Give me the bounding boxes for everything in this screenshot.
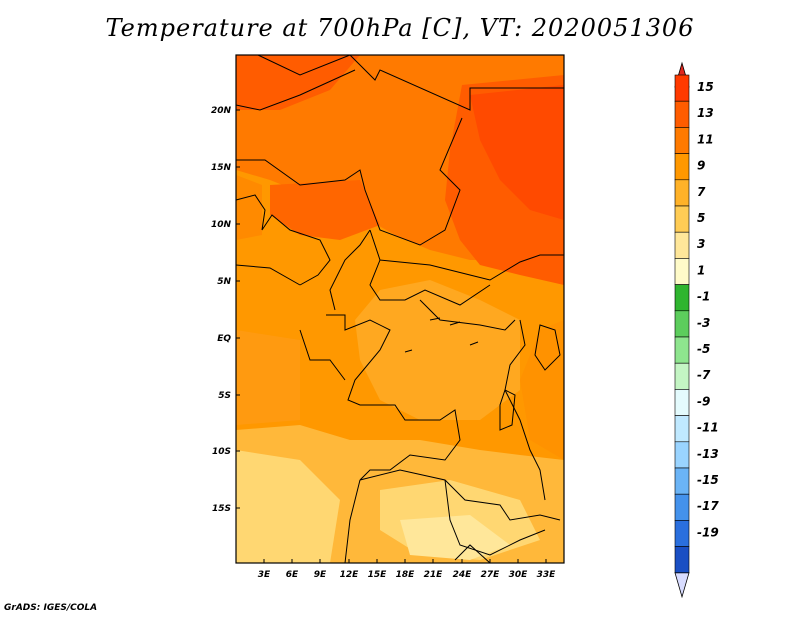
colorbar-segment xyxy=(674,546,690,574)
lon-tick-label: 27E xyxy=(481,570,501,580)
colorbar-label: 9 xyxy=(697,159,705,173)
central-region-9 xyxy=(355,280,520,420)
lon-tick-label: 21E xyxy=(424,570,444,580)
colorbar-segment xyxy=(674,310,690,338)
border-mali-algeria xyxy=(235,69,356,111)
border-car-drc xyxy=(369,259,491,306)
lon-tick-label: 15E xyxy=(368,570,388,580)
lon-tick-label: 33E xyxy=(537,570,557,580)
map-fill xyxy=(236,55,564,563)
lon-tick-label: 9E xyxy=(314,570,327,580)
lat-tick-label: 10N xyxy=(211,220,232,230)
border-car-sudan xyxy=(369,229,564,281)
lake-victoria xyxy=(534,324,561,371)
colorbar-segment xyxy=(674,153,690,181)
border-nigeria xyxy=(235,194,331,286)
lat-tick-label: 15N xyxy=(211,163,232,173)
south-region-3 xyxy=(400,515,510,560)
colorbar-segment xyxy=(674,231,690,259)
colorbar-label: -17 xyxy=(697,499,719,513)
colorbar-label: -13 xyxy=(697,447,719,461)
border-drc-north xyxy=(419,299,516,331)
border-gabon-congo-angola xyxy=(326,314,461,481)
colorbar-segment xyxy=(674,258,690,285)
colorbar-segment xyxy=(674,205,690,233)
colorbar-segment xyxy=(674,362,690,390)
lon-tick-label: 18E xyxy=(396,570,416,580)
rivers xyxy=(404,317,479,353)
colorbar-label: 7 xyxy=(697,185,706,199)
colorbar: 15 13 11 9 7 5 3 1 -1 -3 -5 -7 -9 -11 -13 -15 -17 -19 xyxy=(674,61,719,599)
lat-tick-label: 15S xyxy=(212,504,231,514)
colorbar-label: -1 xyxy=(697,290,710,304)
west-africa-band xyxy=(236,175,262,240)
colorbar-label: 11 xyxy=(697,132,714,146)
latitude-axis: 20N 15N 10N 5N EQ 5S 10S 15S xyxy=(211,106,240,514)
colorbar-label: 5 xyxy=(697,211,705,225)
border-east-lakes xyxy=(504,319,546,501)
lat-tick-label: 5N xyxy=(217,277,231,287)
hot-region-13-nw xyxy=(236,55,360,110)
credit-text: GrADS: IGES/COLA xyxy=(4,603,98,613)
colorbar-segment xyxy=(674,441,690,469)
colorbar-label: -5 xyxy=(697,342,710,356)
gulf-region xyxy=(236,330,300,425)
east-region xyxy=(520,320,564,460)
border-north-1 xyxy=(257,54,351,76)
hot-region-15-east xyxy=(470,85,564,220)
colorbar-segment xyxy=(674,336,690,364)
lon-tick-label: 3E xyxy=(258,570,271,580)
lon-tick-label: 30E xyxy=(509,570,529,580)
border-niger-chad xyxy=(236,117,463,246)
colorbar-segment xyxy=(674,415,690,443)
chart-title: Temperature at 700hPa [C], VT: 202005130… xyxy=(105,14,695,42)
colorbar-segment xyxy=(674,127,690,154)
lon-tick-label: 24E xyxy=(453,570,473,580)
colorbar-label: 15 xyxy=(697,80,714,94)
border-south xyxy=(454,544,491,564)
lon-tick-label: 6E xyxy=(286,570,299,580)
colorbar-label: 3 xyxy=(697,237,705,251)
colorbar-label: 1 xyxy=(697,263,705,277)
colorbar-segment xyxy=(674,389,690,416)
colorbar-segment xyxy=(674,520,690,547)
colorbar-segment xyxy=(674,100,690,128)
coast-west-central xyxy=(299,329,346,381)
longitude-axis: 3E 6E 9E 12E 15E 18E 21E 24E 27E 30E 33E xyxy=(258,559,556,580)
lat-tick-label: 10S xyxy=(212,447,231,457)
colorbar-bottom-arrow xyxy=(674,572,690,599)
southwest-region-5 xyxy=(236,450,340,563)
colorbar-segment xyxy=(674,284,690,312)
colorbar-segment xyxy=(674,74,690,102)
lake-tanganyika xyxy=(499,389,516,431)
colorbar-label: -19 xyxy=(697,525,719,539)
map-frame xyxy=(235,54,565,564)
colorbar-segment xyxy=(674,179,690,207)
colorbar-label: 13 xyxy=(697,106,714,120)
colorbar-label: -15 xyxy=(697,473,719,487)
hot-region-chad xyxy=(270,180,380,240)
border-zambia xyxy=(359,469,561,521)
lon-tick-label: 12E xyxy=(340,570,360,580)
colorbar-label: -7 xyxy=(697,368,711,382)
colorbar-label: -3 xyxy=(697,316,710,330)
lat-tick-label: 5S xyxy=(218,391,231,401)
colorbar-label: -11 xyxy=(697,421,719,435)
border-angola-namibia xyxy=(344,479,361,564)
lat-tick-label: 20N xyxy=(211,106,232,116)
coast-gulf-guinea xyxy=(235,264,301,286)
country-borders xyxy=(235,54,564,564)
border-cameroon xyxy=(329,229,371,311)
colorbar-segment xyxy=(674,467,690,495)
lat-tick-label: EQ xyxy=(217,334,231,344)
border-libya-egypt xyxy=(349,54,564,111)
colorbar-segment xyxy=(674,493,690,521)
colorbar-label: -9 xyxy=(697,394,710,408)
